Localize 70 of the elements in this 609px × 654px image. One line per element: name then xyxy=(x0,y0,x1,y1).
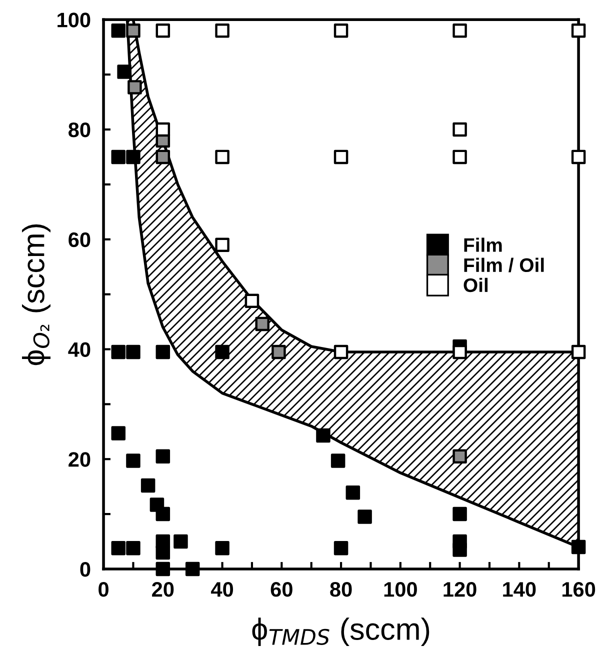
point xyxy=(156,23,170,38)
point xyxy=(126,454,140,468)
point xyxy=(215,540,230,556)
point xyxy=(272,344,286,360)
point xyxy=(334,344,348,360)
point xyxy=(255,316,270,332)
legend-label: Oil xyxy=(464,278,488,292)
point xyxy=(156,506,170,522)
point xyxy=(215,238,230,252)
point xyxy=(156,449,170,464)
point xyxy=(452,150,467,164)
point xyxy=(452,344,467,360)
y-tick-label: 0 xyxy=(80,562,90,577)
point xyxy=(244,294,260,308)
point xyxy=(452,506,467,522)
point xyxy=(126,150,140,164)
point xyxy=(334,150,348,164)
point xyxy=(126,344,140,360)
point xyxy=(111,23,126,38)
legend-label: Film / Oil xyxy=(464,258,544,272)
point xyxy=(571,150,586,164)
point xyxy=(215,23,230,38)
point xyxy=(571,540,586,554)
x-tick-label: 80 xyxy=(330,582,352,597)
point xyxy=(156,562,170,576)
x-axis-title: ϕ$_{TMDS}$ (sccm) xyxy=(252,618,430,646)
point xyxy=(126,23,140,38)
x-tick-label: 140 xyxy=(503,582,536,597)
point xyxy=(334,23,348,38)
point xyxy=(185,562,200,576)
y-tick-label: 20 xyxy=(68,452,90,467)
point xyxy=(174,534,188,549)
x-tick-label: 160 xyxy=(562,582,596,597)
point xyxy=(452,122,467,137)
y-tick-label: 40 xyxy=(68,342,90,357)
point xyxy=(571,23,586,38)
point xyxy=(140,478,156,493)
y-tick-label: 80 xyxy=(68,122,90,138)
legend-label: Film xyxy=(464,238,502,252)
point xyxy=(111,344,126,360)
y-tick-label: 60 xyxy=(68,232,90,248)
point xyxy=(215,150,230,164)
y-tick-label: 100 xyxy=(58,12,90,28)
point xyxy=(126,540,140,556)
point xyxy=(346,485,360,500)
point xyxy=(111,150,126,164)
x-tick-label: 60 xyxy=(270,582,292,597)
point xyxy=(334,540,348,556)
point xyxy=(316,428,330,443)
x-tick-label: 20 xyxy=(152,582,174,597)
y-axis-title: ϕ$_{O₂}$ (sccm) xyxy=(22,224,50,366)
point xyxy=(358,510,372,524)
point xyxy=(111,540,126,556)
point xyxy=(156,545,170,560)
x-tick-label: 100 xyxy=(384,582,417,597)
point xyxy=(330,454,346,468)
x-tick-label: 120 xyxy=(444,582,476,597)
point xyxy=(156,150,170,164)
x-tick-label: 40 xyxy=(211,582,234,597)
point xyxy=(452,542,467,557)
point xyxy=(117,64,132,79)
point xyxy=(571,344,586,360)
x-tick-label: 0 xyxy=(98,582,108,597)
point xyxy=(452,449,467,464)
point xyxy=(111,426,126,440)
point xyxy=(452,23,467,38)
point xyxy=(156,344,170,360)
point xyxy=(156,122,170,137)
point xyxy=(215,344,230,360)
point xyxy=(128,80,142,94)
